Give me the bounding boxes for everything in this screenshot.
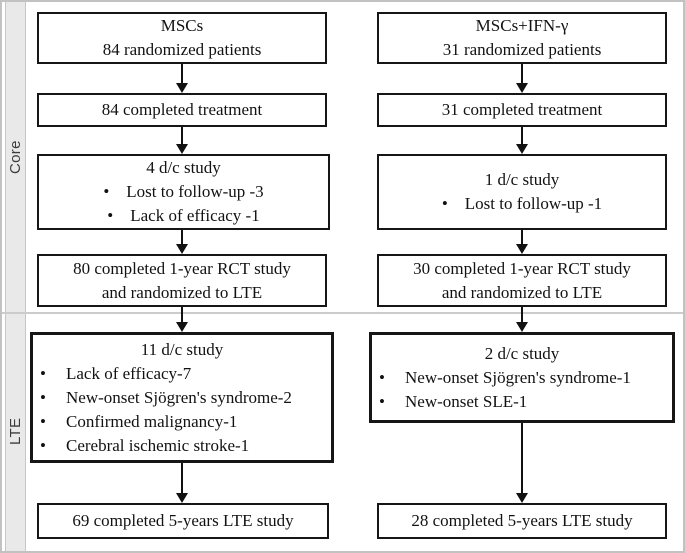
randomized-count: 84 randomized patients — [102, 40, 262, 59]
dc-reason: Cerebral ischemic stroke-1 — [33, 434, 331, 458]
ifn-lte-dc-box: 2 d/c study New-onset Sjögren's syndrome… — [369, 332, 675, 423]
dc-title: 2 d/c study — [484, 343, 560, 363]
ifn-lte-completion-box: 28 completed 5-years LTE study — [377, 503, 667, 539]
dc-title: 11 d/c study — [140, 339, 224, 359]
randomized-count: 31 randomized patients — [442, 40, 602, 59]
arrow-line — [181, 463, 183, 493]
completed-treatment-text: 84 completed treatment — [101, 100, 263, 119]
mscs-core-dc-box: 4 d/c study Lost to follow-up -3 Lack of… — [37, 154, 330, 230]
arrow-head-icon — [176, 83, 188, 93]
arrow-line — [521, 423, 523, 493]
arrow-line — [181, 127, 183, 144]
dc-reason: New-onset SLE-1 — [372, 390, 672, 414]
rct-completion-text: 30 completed 1-year RCT study — [413, 258, 631, 278]
mscs-lte-dc-box: 11 d/c study Lack of efficacy-7 New-onse… — [30, 332, 334, 463]
rct-completion-text: and randomized to LTE — [441, 282, 603, 302]
arrow-line — [181, 307, 183, 322]
arm-title: MSCs — [160, 16, 204, 35]
completed-treatment-text: 31 completed treatment — [441, 100, 603, 119]
flow-arrow — [515, 127, 529, 154]
arrow-head-icon — [176, 493, 188, 503]
arrow-line — [521, 127, 523, 144]
mscs-completed-treatment-box: 84 completed treatment — [37, 93, 327, 127]
arrow-line — [521, 230, 523, 244]
mscs-lte-completion-box: 69 completed 5-years LTE study — [37, 503, 329, 539]
arrow-head-icon — [176, 144, 188, 154]
arrow-head-icon — [176, 322, 188, 332]
flow-arrow — [175, 307, 189, 332]
ifn-enrollment-box: MSCs+IFN-γ 31 randomized patients — [377, 12, 667, 64]
arrow-line — [181, 230, 183, 244]
dc-reason: Confirmed malignancy-1 — [33, 410, 331, 434]
section-label-lte: LTE — [7, 417, 24, 446]
dc-reason: New-onset Sjögren's syndrome-2 — [33, 386, 331, 410]
ifn-completed-treatment-box: 31 completed treatment — [377, 93, 667, 127]
ifn-core-dc-box: 1 d/c study Lost to follow-up -1 — [377, 154, 667, 230]
dc-reason: Lost to follow-up -3 — [39, 180, 328, 204]
arrow-head-icon — [516, 322, 528, 332]
flow-arrow — [175, 64, 189, 93]
flow-arrow — [515, 64, 529, 93]
dc-reason: Lack of efficacy -1 — [39, 204, 328, 228]
dc-reason: New-onset Sjögren's syndrome-1 — [372, 366, 672, 390]
core-lte-divider — [2, 312, 683, 314]
dc-title: 1 d/c study — [484, 170, 560, 189]
flow-arrow — [175, 463, 189, 503]
mscs-enrollment-box: MSCs 84 randomized patients — [37, 12, 327, 64]
section-label-core: Core — [7, 140, 24, 174]
flow-arrow — [515, 307, 529, 332]
arrow-line — [521, 307, 523, 322]
dc-reason: Lost to follow-up -1 — [379, 192, 665, 216]
flow-arrow — [175, 230, 189, 254]
lte-completion-text: 28 completed 5-years LTE study — [411, 511, 633, 530]
arrow-line — [181, 64, 183, 83]
lte-completion-text: 69 completed 5-years LTE study — [72, 511, 294, 530]
dc-title: 4 d/c study — [146, 158, 221, 177]
dc-reason: Lack of efficacy-7 — [33, 362, 331, 386]
arrow-head-icon — [516, 493, 528, 503]
rct-completion-text: and randomized to LTE — [101, 282, 263, 302]
dc-reason-list: Lack of efficacy-7 New-onset Sjögren's s… — [33, 362, 331, 458]
arrow-head-icon — [516, 244, 528, 254]
mscs-rct-completion-box: 80 completed 1-year RCT study and random… — [37, 254, 327, 307]
arm-title: MSCs+IFN-γ — [475, 16, 569, 35]
arrow-head-icon — [176, 244, 188, 254]
flow-arrow — [515, 423, 529, 503]
dc-reason-list: New-onset Sjögren's syndrome-1 New-onset… — [372, 366, 672, 414]
arrow-head-icon — [516, 83, 528, 93]
flow-arrow — [515, 230, 529, 254]
flow-arrow — [175, 127, 189, 154]
section-strip — [5, 2, 26, 551]
rct-completion-text: 80 completed 1-year RCT study — [73, 258, 291, 278]
arrow-line — [521, 64, 523, 83]
ifn-rct-completion-box: 30 completed 1-year RCT study and random… — [377, 254, 667, 307]
arrow-head-icon — [516, 144, 528, 154]
